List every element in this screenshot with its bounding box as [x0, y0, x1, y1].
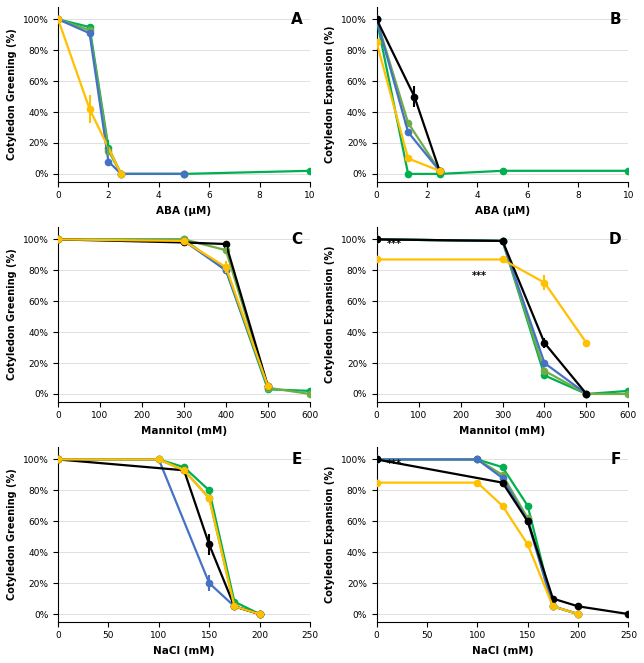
X-axis label: ABA (μM): ABA (μM) [156, 206, 212, 216]
Text: E: E [292, 452, 302, 467]
X-axis label: Mannitol (mM): Mannitol (mM) [459, 426, 545, 436]
Text: B: B [609, 12, 621, 27]
X-axis label: NaCl (mM): NaCl (mM) [153, 646, 214, 656]
Y-axis label: Cotyledon Expansion (%): Cotyledon Expansion (%) [325, 245, 336, 383]
Y-axis label: Cotyledon Greening (%): Cotyledon Greening (%) [7, 469, 17, 600]
Text: ***: *** [386, 239, 402, 249]
Text: A: A [290, 12, 302, 27]
Y-axis label: Cotyledon Greening (%): Cotyledon Greening (%) [7, 249, 17, 381]
Text: ***: *** [472, 271, 488, 280]
Y-axis label: Cotyledon Expansion (%): Cotyledon Expansion (%) [325, 465, 336, 603]
X-axis label: Mannitol (mM): Mannitol (mM) [141, 426, 227, 436]
Y-axis label: Cotyledon Greening (%): Cotyledon Greening (%) [7, 29, 17, 160]
X-axis label: NaCl (mM): NaCl (mM) [472, 646, 533, 656]
X-axis label: ABA (μM): ABA (μM) [475, 206, 530, 216]
Text: D: D [608, 232, 621, 247]
Text: F: F [611, 452, 621, 467]
Text: ***: *** [386, 459, 402, 469]
Y-axis label: Cotyledon Expansion (%): Cotyledon Expansion (%) [325, 26, 336, 163]
Text: C: C [291, 232, 302, 247]
